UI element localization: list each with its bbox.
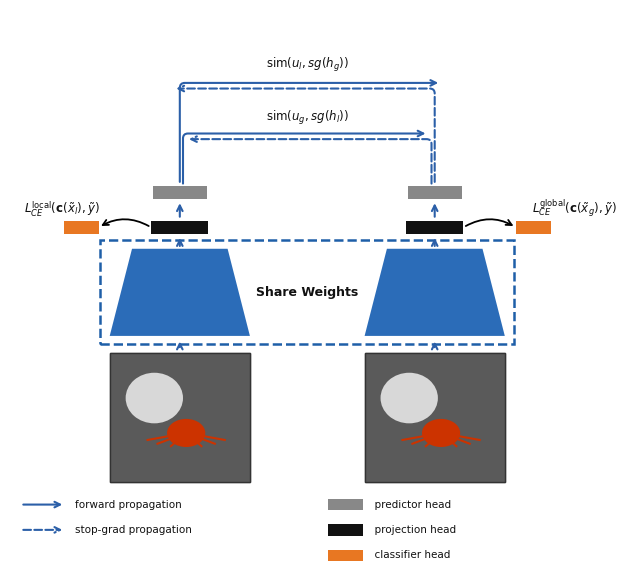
Text: $L_{CE}^{\mathrm{global}}(\mathbf{c}(\tilde{x}_g), \tilde{y})$: $L_{CE}^{\mathrm{global}}(\mathbf{c}(\ti… — [532, 198, 616, 219]
FancyBboxPatch shape — [328, 499, 363, 510]
Text: $L_{CE}^{\mathrm{local}}(\mathbf{c}(\tilde{x}_l), \tilde{y})$: $L_{CE}^{\mathrm{local}}(\mathbf{c}(\til… — [24, 199, 100, 219]
FancyBboxPatch shape — [109, 353, 250, 482]
Ellipse shape — [422, 419, 460, 447]
Text: stop-grad propagation: stop-grad propagation — [75, 525, 191, 535]
Polygon shape — [365, 249, 505, 336]
Ellipse shape — [125, 373, 183, 423]
Text: classifier head: classifier head — [368, 550, 450, 560]
Polygon shape — [109, 249, 250, 336]
Text: $\mathrm{sim}(u_g, sg(h_l))$: $\mathrm{sim}(u_g, sg(h_l))$ — [266, 109, 349, 127]
FancyBboxPatch shape — [406, 221, 463, 233]
Ellipse shape — [381, 373, 438, 423]
FancyBboxPatch shape — [328, 524, 363, 536]
FancyBboxPatch shape — [328, 550, 363, 561]
Ellipse shape — [167, 419, 205, 447]
FancyBboxPatch shape — [408, 186, 462, 199]
Text: $\mathrm{sim}(u_l, sg(h_g))$: $\mathrm{sim}(u_l, sg(h_g))$ — [266, 56, 349, 75]
FancyBboxPatch shape — [63, 221, 99, 233]
Text: Share Weights: Share Weights — [256, 286, 358, 299]
Text: projection head: projection head — [368, 525, 456, 535]
FancyBboxPatch shape — [516, 221, 551, 233]
FancyBboxPatch shape — [151, 221, 209, 233]
Text: forward propagation: forward propagation — [75, 499, 181, 510]
FancyBboxPatch shape — [365, 353, 505, 482]
Text: predictor head: predictor head — [368, 499, 451, 510]
FancyBboxPatch shape — [109, 353, 250, 482]
FancyBboxPatch shape — [153, 186, 207, 199]
FancyBboxPatch shape — [365, 353, 505, 482]
